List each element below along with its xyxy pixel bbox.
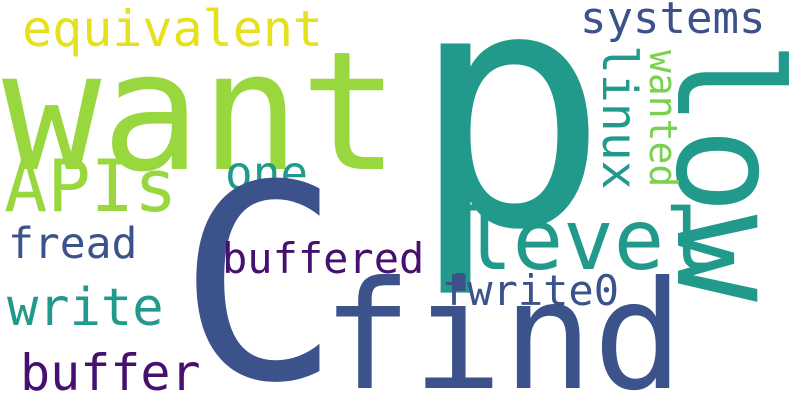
word-write: write bbox=[7, 278, 164, 338]
word-apis: APIs bbox=[4, 144, 178, 228]
word-buffer: buffer bbox=[20, 344, 201, 400]
word-want: want bbox=[2, 16, 400, 208]
word-fwrite0: fwrite0 bbox=[442, 266, 620, 315]
word-systems: systems bbox=[580, 0, 766, 44]
word-level: level bbox=[462, 191, 715, 289]
word-buffered: buffered bbox=[222, 234, 425, 283]
word-c: C bbox=[178, 127, 341, 400]
word-linux: linux bbox=[591, 45, 647, 190]
word-one: one bbox=[225, 146, 309, 200]
word-p: p bbox=[410, 0, 609, 302]
word-fread: fread bbox=[8, 219, 138, 269]
word-wanted: wanted bbox=[641, 50, 685, 188]
word-equivalent: equivalent bbox=[22, 0, 324, 58]
word-find: find bbox=[322, 250, 684, 400]
